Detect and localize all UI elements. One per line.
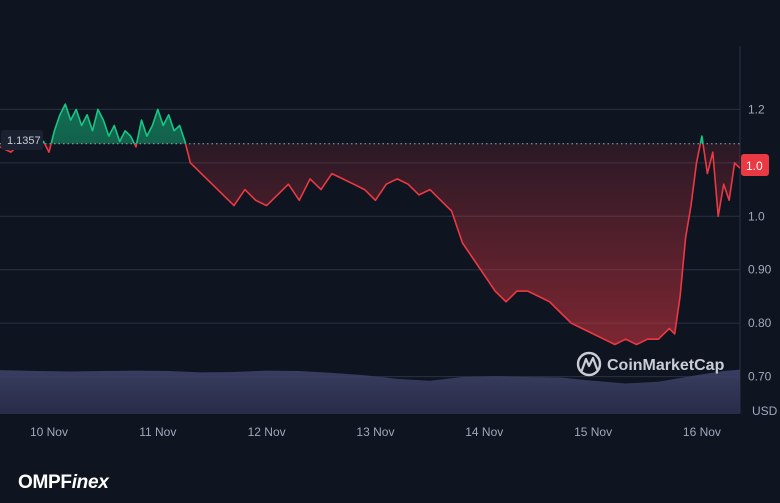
- x-tick-label-3: 13 Nov: [356, 425, 394, 439]
- baseline-tag: 1.1357: [1, 130, 43, 150]
- x-tick-label-2: 12 Nov: [248, 425, 286, 439]
- x-tick-label-0: 10 Nov: [30, 425, 68, 439]
- price-line-up: [18, 103, 704, 144]
- volume-area: [0, 369, 740, 414]
- price-line: [0, 103, 740, 346]
- coinmarketcap-logo-icon: [576, 351, 602, 377]
- y-tick-label-5: 1.2: [748, 102, 765, 116]
- y-axis: 0.70 0.80 0.90 1.0 1.2: [748, 102, 772, 383]
- currency-label: USD: [752, 404, 778, 418]
- price-fill-down: [0, 143, 740, 345]
- price-line-down: [0, 143, 740, 346]
- current-price-tag: 1.0: [741, 154, 769, 176]
- x-tick-label-5: 15 Nov: [574, 425, 612, 439]
- current-price-label: 1.0: [746, 159, 763, 173]
- y-tick-label-2: 0.90: [748, 263, 772, 277]
- y-tick-label-1: 0.80: [748, 316, 772, 330]
- volume-shape: [0, 369, 740, 414]
- brand-logo: OMPFinex: [18, 472, 109, 493]
- price-fill-up: [0, 104, 740, 144]
- x-tick-label-1: 11 Nov: [139, 425, 176, 439]
- x-tick-label-6: 16 Nov: [683, 425, 721, 439]
- baseline-tag-label: 1.1357: [7, 135, 41, 147]
- x-tick-label-4: 14 Nov: [465, 425, 503, 439]
- coinmarketcap-watermark: CoinMarketCap: [576, 351, 725, 377]
- y-tick-label-0: 0.70: [748, 370, 772, 384]
- price-fill: [0, 104, 740, 345]
- watermark-text: CoinMarketCap: [607, 357, 725, 374]
- y-tick-label-3: 1.0: [748, 209, 765, 223]
- x-axis: 10 Nov 11 Nov 12 Nov 13 Nov 14 Nov 15 Nov 16 N…: [30, 425, 721, 439]
